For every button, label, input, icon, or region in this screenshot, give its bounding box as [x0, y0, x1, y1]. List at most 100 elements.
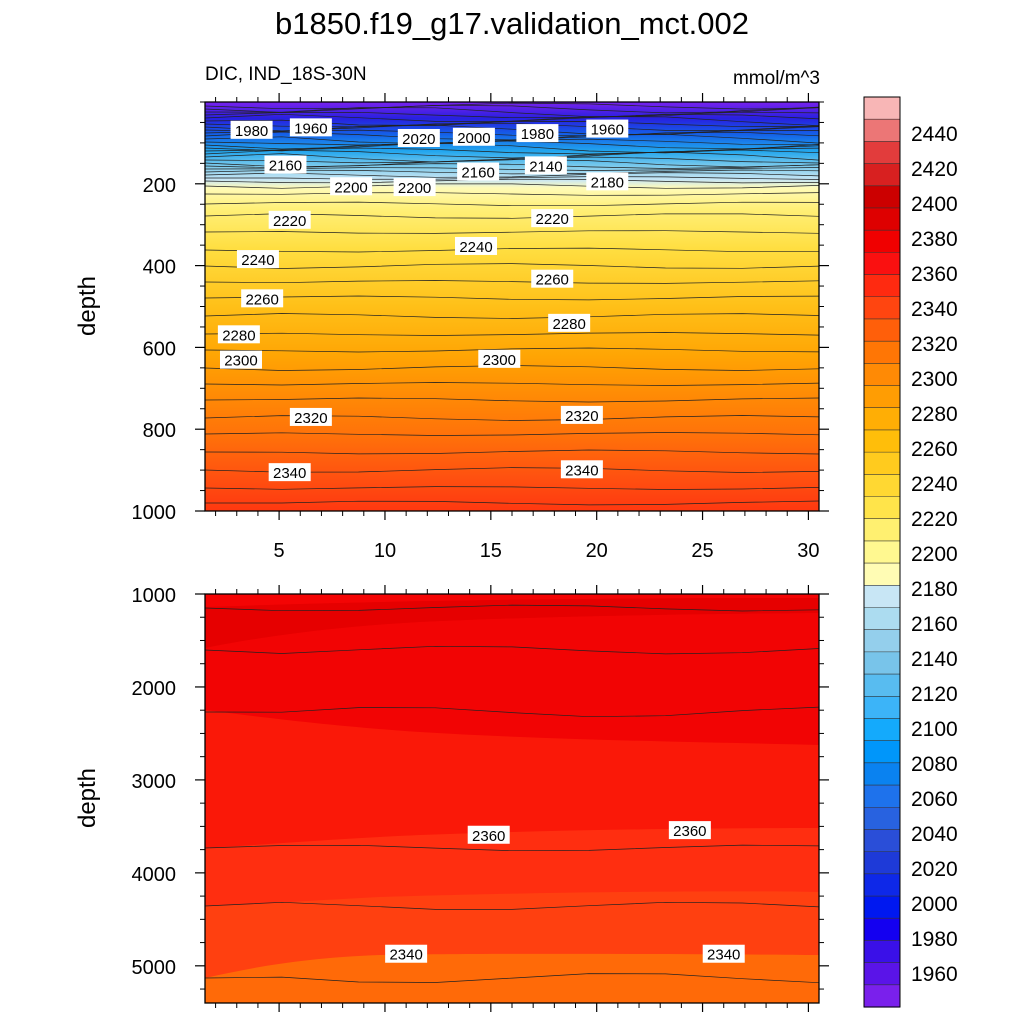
contour-label-bg: [268, 210, 311, 229]
contour-line: [205, 140, 819, 150]
colorbar-swatch: [864, 962, 900, 986]
contour-label: 2320: [289, 407, 332, 427]
contour-label-text: 2340: [273, 465, 306, 482]
contour-label-bg: [330, 177, 373, 196]
x-tick-label: 20: [586, 540, 608, 562]
y-tick-label: 600: [143, 338, 176, 360]
contour-line: [205, 332, 819, 336]
colorbar: 2440 2420 2400 2380 2360 2340 2320 2300 2280 2260…: [863, 96, 958, 1008]
contour-label-bg: [531, 269, 574, 288]
colorbar-label: 2320: [911, 333, 958, 356]
contour-label: 2320: [560, 405, 603, 425]
contour-line: [205, 645, 819, 655]
contour-label-bg: [531, 209, 574, 228]
upper-contour-labels: 1980 1960 2020 2000 1980 1960 2160 2160 2140 2200…: [217, 118, 629, 482]
contour-label-text: 2300: [224, 353, 257, 370]
contour-label: 2220: [268, 210, 311, 230]
contour-line: [205, 500, 819, 506]
contour-label-text: 2320: [294, 410, 327, 427]
contour-line: [205, 133, 819, 145]
contour-line: [205, 347, 819, 353]
colorbar-label: 2060: [911, 788, 958, 811]
colorbar-swatch: [864, 762, 900, 786]
colorbar-swatch: [864, 940, 900, 964]
x-tick-label: 10: [374, 540, 396, 562]
contour-line: [205, 147, 819, 155]
contour-line: [205, 247, 819, 253]
upper-y-axis-label: depth: [74, 276, 101, 336]
colorbar-swatch: [864, 163, 900, 187]
colorbar-swatch: [864, 674, 900, 697]
contour-label-bg: [393, 178, 436, 197]
contour-label-text: 2360: [472, 828, 505, 845]
contour-line: [205, 192, 819, 196]
contour-line: [205, 138, 819, 146]
contour-label: 2360: [467, 825, 510, 845]
contour-label-bg: [548, 313, 591, 332]
contour-label-text: 2340: [389, 947, 422, 964]
y-tick-label: 1000: [132, 502, 177, 524]
colorbar-swatch: [864, 474, 900, 498]
contour-label-bg: [586, 119, 629, 138]
contour-label: 2280: [217, 325, 260, 344]
colorbar-swatch: [864, 185, 900, 209]
colorbar-label: 2420: [911, 158, 958, 181]
contour-label-bg: [702, 944, 745, 963]
colorbar-label: 1960: [911, 963, 958, 986]
contour-label: 2340: [560, 460, 603, 479]
colorbar-swatch: [864, 119, 900, 142]
colorbar-swatch: [864, 740, 900, 764]
contour-line: [205, 178, 819, 184]
colorbar-swatch: [864, 207, 900, 231]
contour-line: [205, 230, 819, 234]
colorbar-swatch: [864, 252, 900, 276]
contour-label: 2240: [236, 250, 279, 269]
colorbar-swatch: [864, 274, 900, 298]
colorbar-label: 2120: [911, 683, 958, 706]
contour-line: [205, 151, 819, 163]
contour-label: 2340: [702, 944, 745, 964]
contour-label: 1980: [516, 124, 559, 143]
colorbar-swatch: [864, 651, 900, 675]
x-tick-label: 25: [691, 540, 713, 562]
contour-line: [205, 106, 819, 118]
contour-label-text: 1980: [521, 126, 554, 143]
contour-line: [205, 176, 819, 180]
chart-subtitle: DIC, IND_18S-30N: [205, 64, 367, 85]
y-tick-label: 1000: [132, 585, 177, 607]
contour-label-bg: [478, 349, 521, 368]
lower-ticks: 1000 2000 3000 4000 5000: [132, 585, 829, 1012]
contour-label-bg: [668, 821, 711, 840]
colorbar-label: 2400: [911, 193, 958, 216]
colorbar-swatch: [864, 385, 900, 409]
colorbar-swatch: [864, 918, 900, 942]
contour-label-text: 2340: [707, 947, 740, 964]
contour-line: [205, 432, 819, 436]
contour-label-text: 1960: [591, 122, 624, 139]
colorbar-label: 2380: [911, 228, 958, 251]
contour-label-bg: [516, 124, 559, 143]
colorbar-label: 2040: [911, 823, 958, 846]
contour-label-text: 2360: [673, 823, 706, 840]
colorbar-swatch: [864, 851, 900, 875]
contour-label-text: 2000: [457, 130, 490, 147]
contour-label-bg: [236, 250, 279, 269]
colorbar-label: 2180: [911, 578, 958, 601]
colorbar-swatch: [864, 141, 900, 165]
colorbar-label: 2220: [911, 508, 958, 531]
contour-label-text: 2220: [536, 211, 569, 228]
contour-label-text: 2020: [402, 131, 435, 148]
contour-line: [205, 901, 819, 910]
contour-label: 2360: [668, 821, 711, 840]
contour-line: [205, 183, 819, 189]
lower-bands: [205, 594, 819, 1003]
contour-line: [205, 111, 819, 119]
contour-line: [205, 844, 819, 852]
colorbar-swatch: [864, 429, 900, 453]
colorbar-label: 2140: [911, 648, 958, 671]
colorbar-label: 2260: [911, 438, 958, 461]
y-tick-label: 3000: [132, 771, 177, 793]
contour-label: 2200: [330, 177, 373, 196]
units-label: mmol/m^3: [732, 68, 820, 89]
